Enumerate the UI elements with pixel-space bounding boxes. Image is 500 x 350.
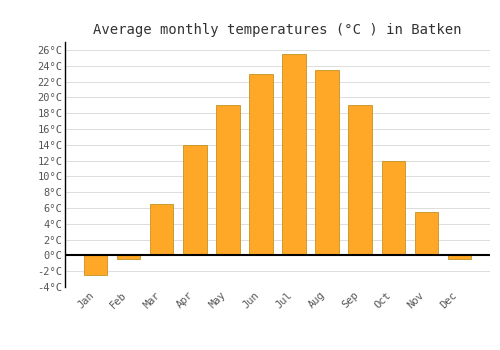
Bar (118, 256, 141, 259)
Bar (282, 54, 306, 256)
Bar (348, 105, 372, 256)
Bar (250, 74, 272, 256)
Bar (150, 204, 174, 256)
Bar (316, 70, 338, 255)
Title: Average monthly temperatures (°C ) in Batken: Average monthly temperatures (°C ) in Ba… (93, 23, 462, 37)
Bar (448, 256, 470, 259)
Bar (84, 256, 108, 275)
Bar (382, 161, 404, 256)
Bar (216, 105, 240, 256)
Bar (184, 145, 206, 256)
Bar (414, 212, 438, 256)
